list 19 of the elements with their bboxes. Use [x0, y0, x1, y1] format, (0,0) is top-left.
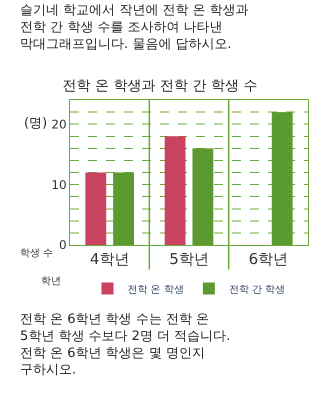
chart-title: 전학 온 학생과 전학 간 학생 수: [62, 78, 258, 94]
text: 슬기네 학교에서 작년에 전학 온 학생과 전학 간 학생 수를 조사하여 나타낸 막대그래프입니다. 물음에 답하시오.: [20, 3, 249, 52]
x-tick-label: 4학년: [90, 250, 130, 268]
bar: [192, 148, 214, 245]
text: 전학 온 6학년 학생 수는 전학 온 5학년 학생 수보다 2명 더 적습니다. 전학 온 6학년 학생은 몇 명인지 구하시오.: [20, 312, 230, 378]
legend-label: 전학 온 학생: [128, 284, 184, 296]
y-tick-label: 10: [51, 178, 67, 192]
y-axis-title: 학생 수: [20, 248, 54, 259]
text: (명): [24, 116, 48, 131]
x-tick-label: 6학년: [248, 250, 288, 268]
x-tick-label: 5학년: [169, 250, 209, 268]
y-tick-label: 20: [51, 117, 67, 132]
bar: [164, 136, 186, 245]
legend-label: 전학 간 학생: [228, 284, 286, 296]
x-axis-title: 학년: [41, 276, 61, 287]
bar: [272, 112, 293, 245]
y-tick-label: 0: [58, 238, 67, 252]
bar: [85, 172, 106, 245]
bar: [113, 172, 134, 245]
